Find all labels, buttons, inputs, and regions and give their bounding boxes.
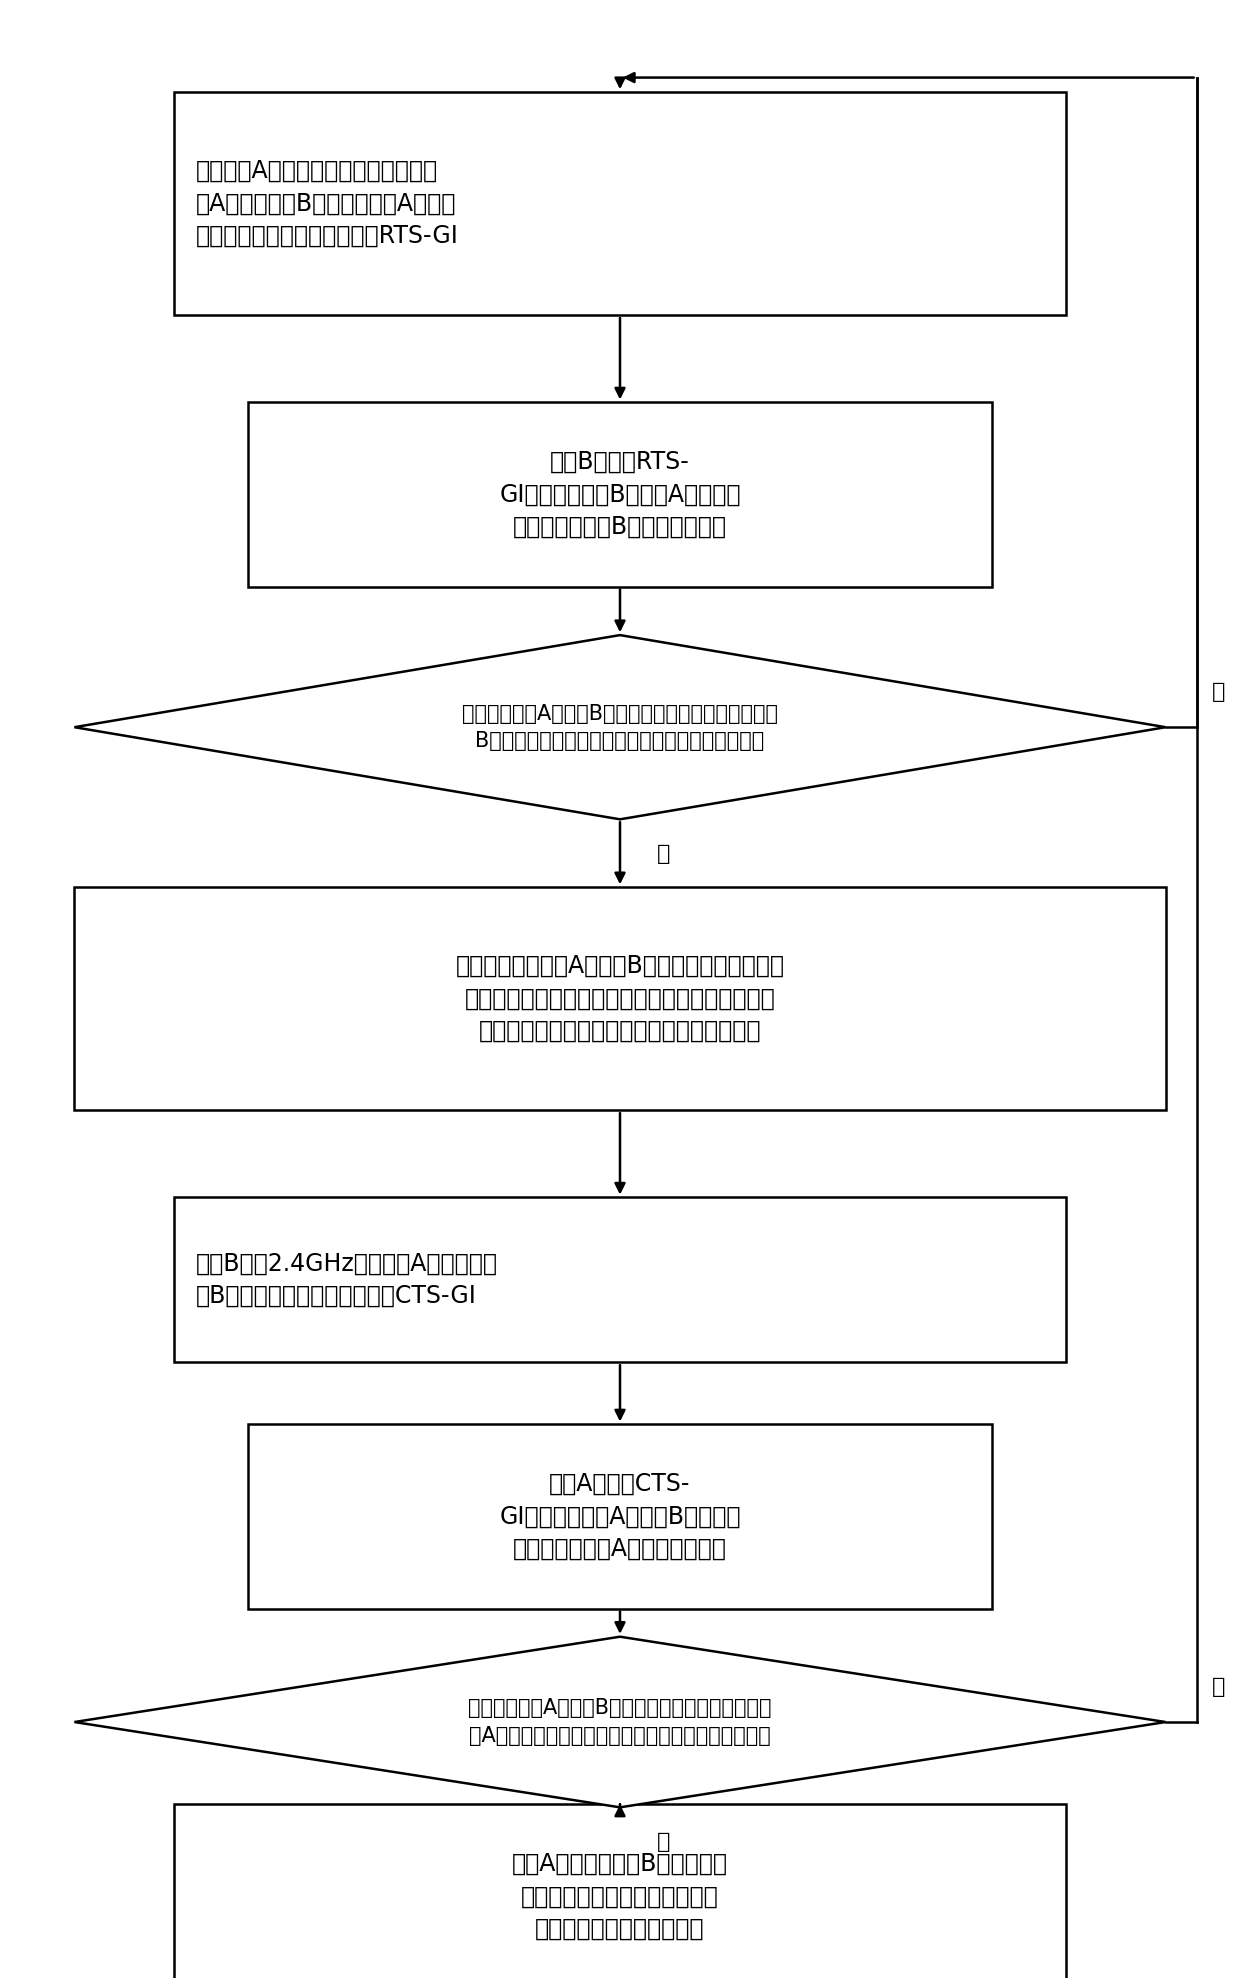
Text: 是: 是 xyxy=(657,845,670,864)
Text: 新建连接节点A和节点B的方向上的太赫兹通信后，节
点A仍能保证现有的每条波束能够分得所需的传输功率: 新建连接节点A和节点B的方向上的太赫兹通信后，节 点A仍能保证现有的每条波束能够… xyxy=(469,1699,771,1747)
Text: 节点B使用2.4GHz，向节点A回复包含节
点B的地理位置信息的确认消息CTS-GI: 节点B使用2.4GHz，向节点A回复包含节 点B的地理位置信息的确认消息CTS-… xyxy=(196,1252,498,1307)
Text: 否: 否 xyxy=(1213,1677,1225,1697)
Bar xyxy=(74,888,1166,1110)
Polygon shape xyxy=(74,635,1166,819)
Text: 任一节点A进入发送数据预备阶段；节
点A向若干节点B发送包含节点A的地理
位置信息的数据传输请求消息RTS-GI: 任一节点A进入发送数据预备阶段；节 点A向若干节点B发送包含节点A的地理 位置信… xyxy=(196,158,459,247)
Text: 新建连接节点A和节点B的方向上的太赫兹通信后，节点
B仍能保证现有的每条波束能够分得所需的传输功率: 新建连接节点A和节点B的方向上的太赫兹通信后，节点 B仍能保证现有的每条波束能够… xyxy=(463,704,777,752)
Bar xyxy=(174,1197,1066,1363)
Text: 计算新建连接节点A和节点B的方向上的太赫兹通信
后，每条波束所需的最小传输功率之比，以最小传
输功率之比分配实际传输功率至若干每条波束: 计算新建连接节点A和节点B的方向上的太赫兹通信 后，每条波束所需的最小传输功率之… xyxy=(455,953,785,1042)
Bar xyxy=(174,1804,1066,1978)
Text: 节点A分配指向节点B的波束，测
试当前的新建太赫兹通信信道，
进行太赫兹频段的数据传输: 节点A分配指向节点B的波束，测 试当前的新建太赫兹通信信道， 进行太赫兹频段的数… xyxy=(512,1851,728,1940)
Polygon shape xyxy=(74,1636,1166,1808)
Text: 节点A接收到CTS-
GI后，根据节点A和节点B的地理位
置信息分析节点A的功率分配情况: 节点A接收到CTS- GI后，根据节点A和节点B的地理位 置信息分析节点A的功率… xyxy=(500,1472,740,1561)
Bar xyxy=(248,1424,992,1608)
Bar xyxy=(174,93,1066,315)
Text: 节点B接收到RTS-
GI后，根据节点B和节点A的地理位
置信息分析节点B的功率分配情况: 节点B接收到RTS- GI后，根据节点B和节点A的地理位 置信息分析节点B的功率… xyxy=(500,449,740,540)
Bar xyxy=(248,402,992,587)
Text: 是: 是 xyxy=(657,1832,670,1851)
Text: 否: 否 xyxy=(1213,682,1225,702)
